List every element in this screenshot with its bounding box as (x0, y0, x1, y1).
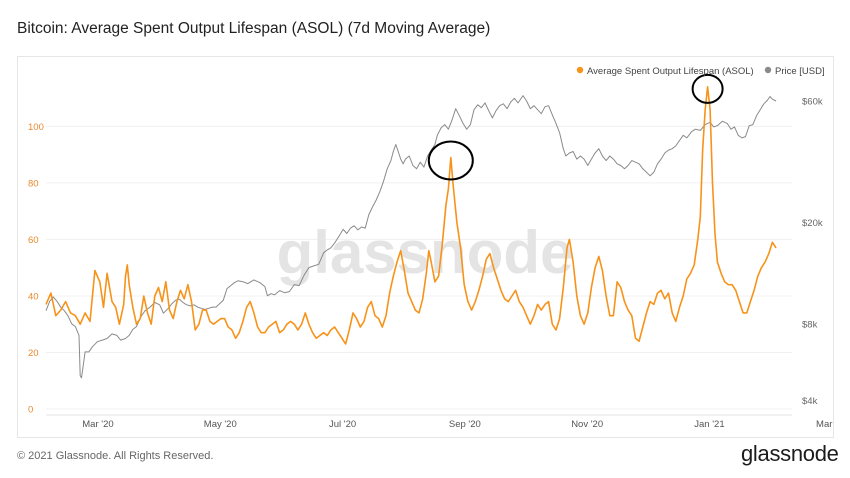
y-right-tick-label: $60k (802, 97, 823, 108)
y-right-tick-label: $4k (802, 396, 818, 407)
x-tick-label: Jan '21 (694, 419, 724, 430)
copyright-text: © 2021 Glassnode. All Rights Reserved. (17, 450, 214, 462)
y-left-tick-label: 80 (28, 178, 39, 189)
y-left-tick-label: 0 (28, 405, 33, 416)
annotation-circle (427, 140, 474, 181)
y-left-tick-label: 100 (28, 122, 44, 133)
x-tick-label: Mar '21 (816, 419, 833, 430)
legend-asol-label: Average Spent Output Lifespan (ASOL) (587, 66, 754, 77)
y-left-tick-label: 40 (28, 291, 39, 302)
chart-title: Bitcoin: Average Spent Output Lifespan (… (17, 20, 491, 37)
legend: Average Spent Output Lifespan (ASOL) Pri… (576, 66, 825, 77)
legend-price-label: Price [USD] (775, 66, 825, 77)
y-left-tick-label: 20 (28, 348, 39, 359)
brand-logo: glassnode (741, 441, 839, 466)
asol-series-line (45, 86, 777, 345)
y-left-tick-label: 60 (28, 235, 39, 246)
chart-panel: glassnode 0 20 40 60 80 100 $4k $8k $20k $60k Ma… (17, 56, 834, 438)
annotation-circle (691, 73, 724, 104)
x-tick-label: Jul '20 (329, 419, 356, 430)
x-tick-label: May '20 (204, 419, 237, 430)
y-right-tick-label: $8k (802, 319, 818, 330)
x-tick-label: Mar '20 (82, 419, 113, 430)
chart-svg: glassnode 0 20 40 60 80 100 $4k $8k $20k $60k Ma… (28, 66, 833, 430)
legend-price-marker (764, 66, 772, 74)
legend-asol-marker (576, 66, 584, 74)
watermark: glassnode (277, 219, 574, 286)
x-tick-label: Sep '20 (449, 419, 481, 430)
x-tick-label: Nov '20 (571, 419, 603, 430)
y-right-tick-label: $20k (802, 218, 823, 229)
